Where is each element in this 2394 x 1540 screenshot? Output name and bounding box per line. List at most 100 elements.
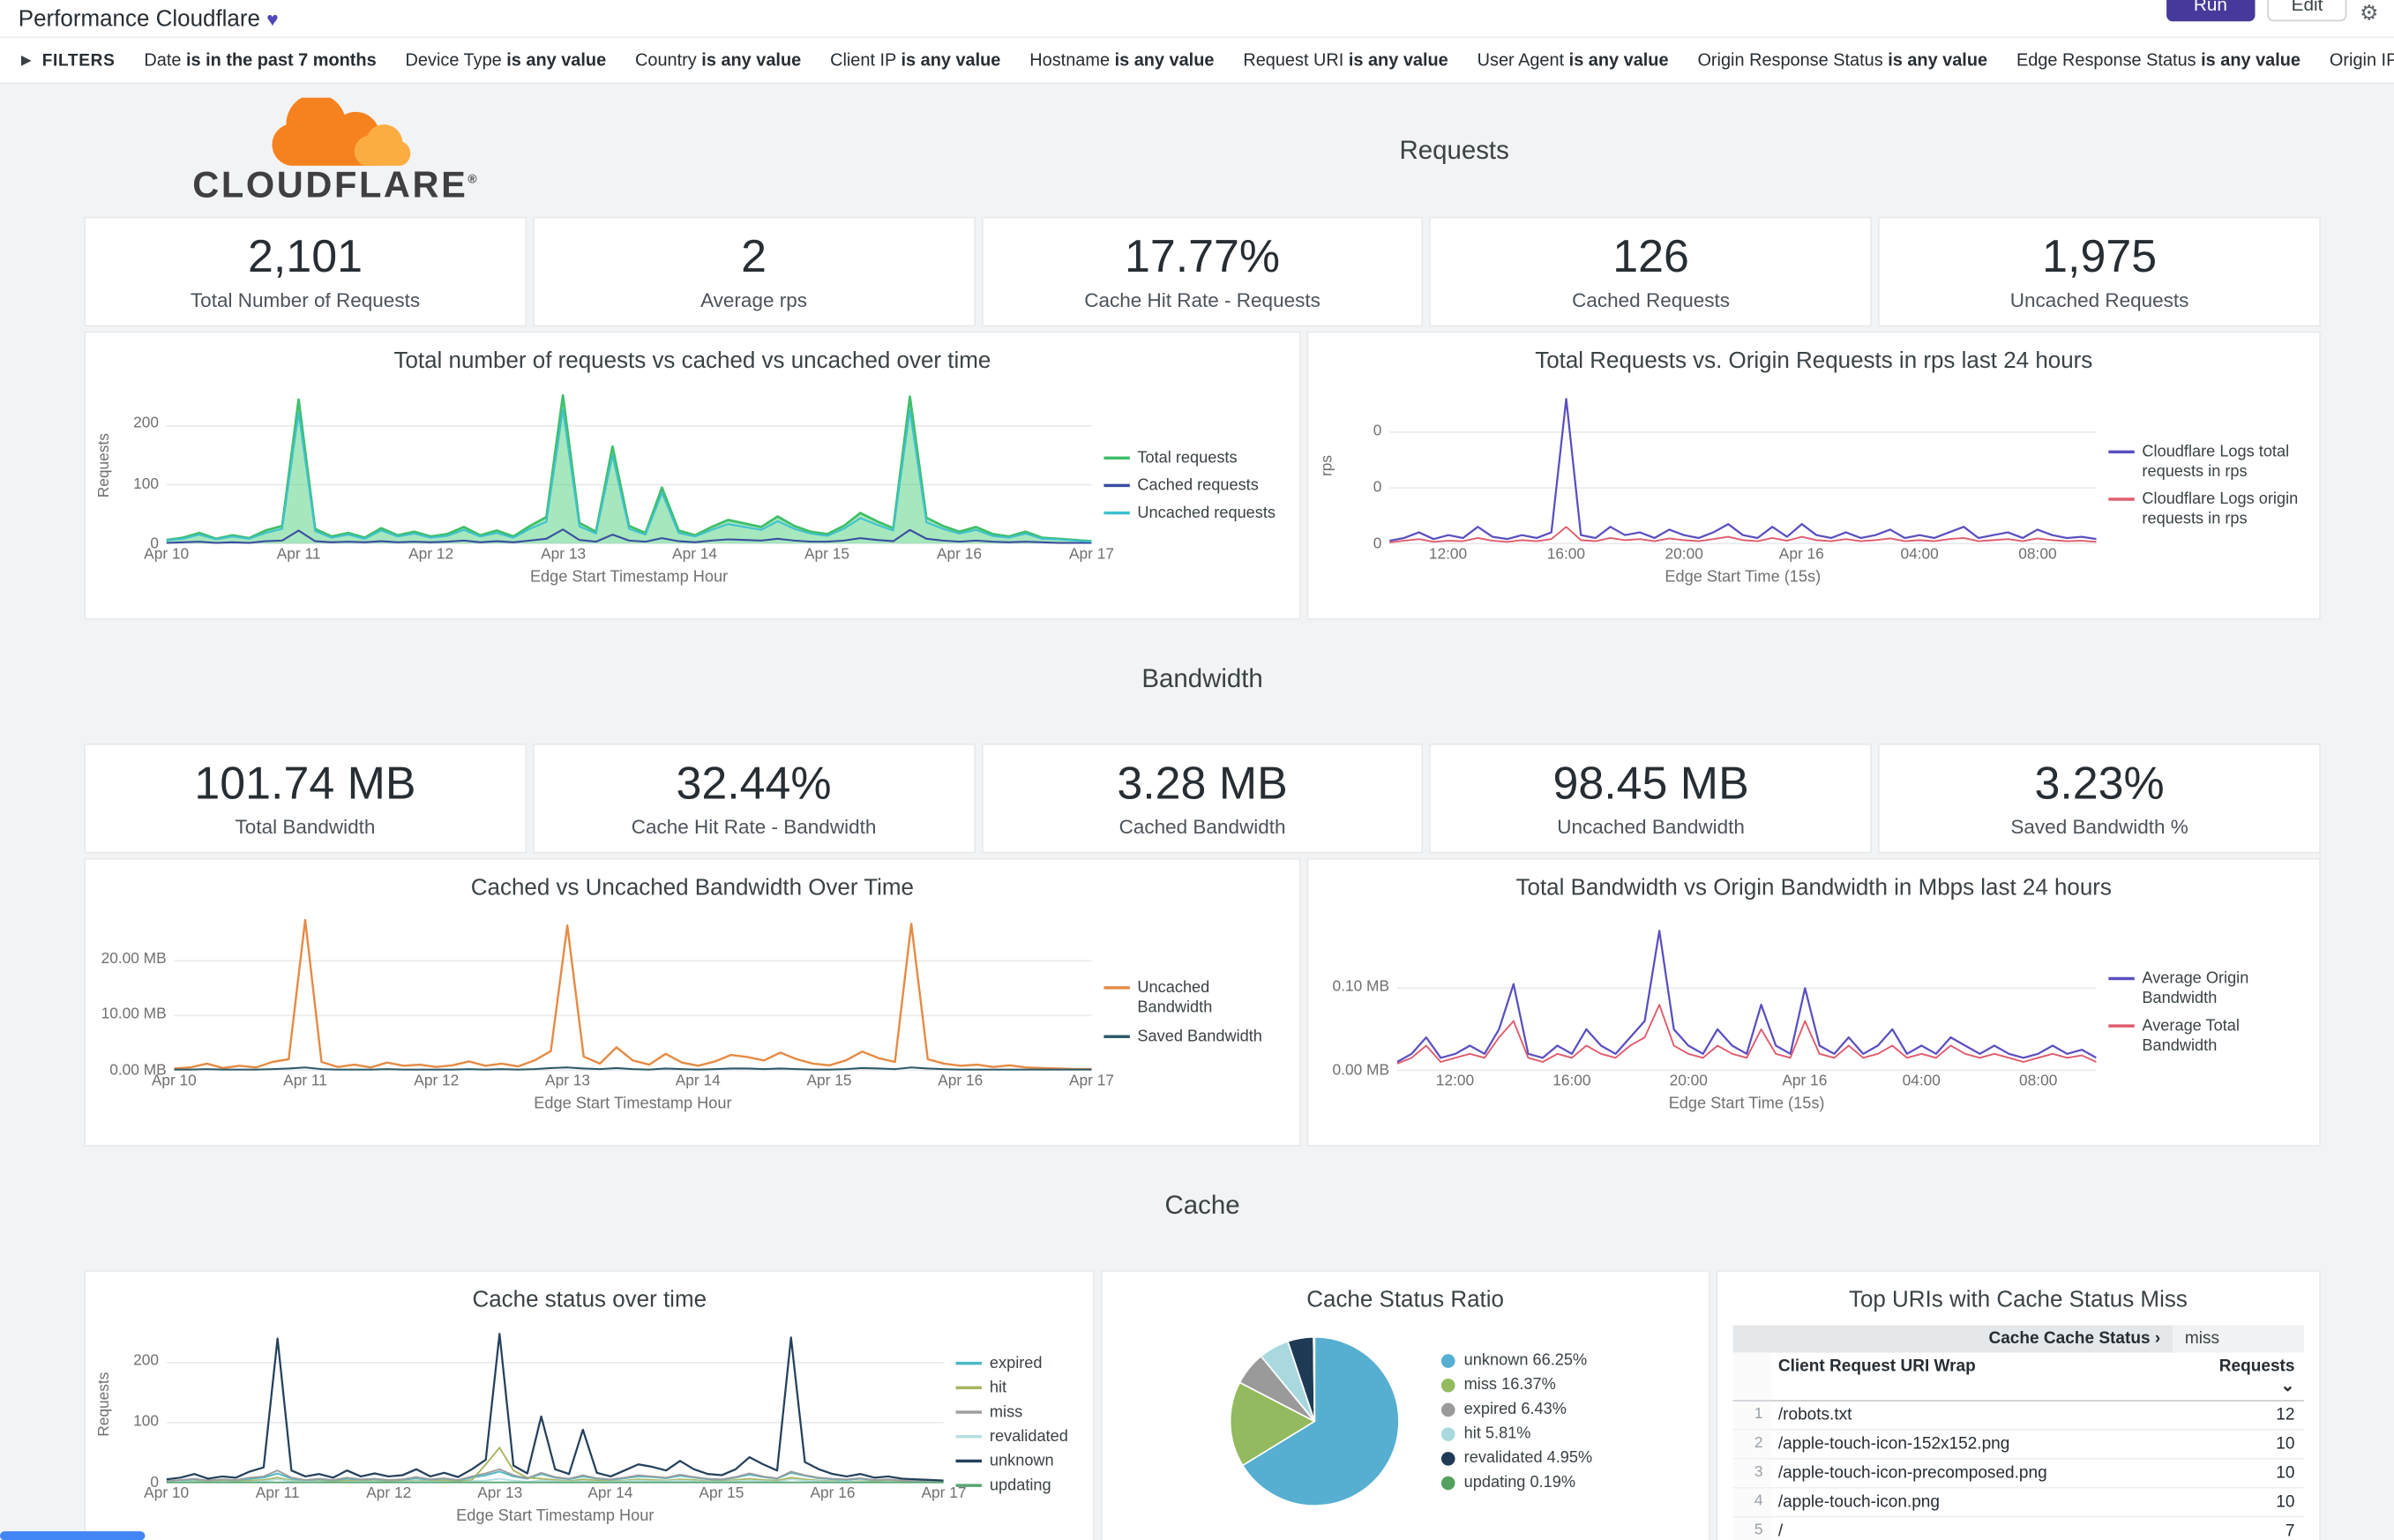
legend-swatch-icon — [1103, 456, 1130, 460]
section-title-requests: Requests — [1399, 136, 1509, 165]
legend-swatch-icon — [955, 1484, 983, 1488]
bandwidth-over-time-chart[interactable] — [174, 913, 1092, 1072]
legend-item-revalidated[interactable]: revalidated — [955, 1427, 1078, 1447]
legend-item-uncached-bandwidth[interactable]: Uncached Bandwidth — [1103, 979, 1283, 1019]
sort-caret-icon: ⌄ — [2280, 1377, 2295, 1396]
filter-chip-user-agent[interactable]: User Agent is any value — [1477, 50, 1669, 70]
panel-top-uris-cache-miss: Top URIs with Cache Status Miss Cache Ca… — [1715, 1270, 2321, 1540]
y-axis-ticks: 20.00 MB 10.00 MB 0.00 MB — [101, 951, 167, 1080]
kpi-total-requests[interactable]: 2,101 Total Number of Requests — [84, 216, 527, 327]
filter-chip-country[interactable]: Country is any value — [635, 50, 802, 70]
filter-chip-origin-ip[interactable]: Origin IP is any value — [2329, 50, 2394, 70]
kpi-saved-bandwidth-pct[interactable]: 3.23% Saved Bandwidth % — [1878, 743, 2321, 854]
pie-legend-hit[interactable]: hit 5.81% — [1440, 1424, 1592, 1443]
kpi-average-rps[interactable]: 2 Average rps — [532, 216, 976, 327]
legend-swatch-icon — [955, 1410, 983, 1414]
filter-chip-hostname[interactable]: Hostname is any value — [1029, 50, 1215, 70]
requests-column-header[interactable]: Requests ⌄ — [2218, 1357, 2295, 1396]
legend-item-origin-rps[interactable]: Cloudflare Logs origin requests in rps — [2108, 490, 2304, 530]
uri-column-header[interactable]: Client Request URI Wrap — [1777, 1357, 1976, 1376]
legend-swatch-icon — [1103, 986, 1130, 991]
run-button[interactable]: Run — [2166, 0, 2256, 22]
row-requests: 7 — [2285, 1521, 2295, 1540]
pie-legend-unknown[interactable]: unknown 66.25% — [1440, 1351, 1592, 1370]
kpi-cached-requests[interactable]: 126 Cached Requests — [1429, 216, 1873, 327]
requests-header-row: CLOUDFLARE® Requests — [84, 90, 2321, 212]
row-number: 2 — [1732, 1430, 1772, 1458]
legend-dot-icon — [1440, 1402, 1455, 1417]
legend-swatch-icon — [955, 1435, 983, 1439]
pie-legend-expired[interactable]: expired 6.43% — [1440, 1400, 1592, 1418]
legend-item-average-total-bandwidth[interactable]: Average Total Bandwidth — [2108, 1017, 2304, 1057]
kpi-value: 2,101 — [248, 232, 363, 283]
row-uri: /robots.txt — [1777, 1406, 1852, 1424]
row-uri: /apple-touch-icon.png — [1777, 1492, 1940, 1512]
table-row[interactable]: 5 / 7 — [1732, 1517, 2304, 1540]
rps-last-24h-chart[interactable] — [1389, 386, 2097, 545]
edit-button[interactable]: Edit — [2266, 0, 2348, 22]
pie-legend-revalidated[interactable]: revalidated 4.95% — [1440, 1449, 1592, 1467]
cache-status-ratio-pie-chart[interactable] — [1218, 1325, 1410, 1517]
kpi-value: 1,975 — [2042, 232, 2158, 283]
filter-chip-request-uri[interactable]: Request URI is any value — [1243, 50, 1448, 70]
legend-dot-icon — [1440, 1451, 1455, 1465]
legend-item-uncached-requests[interactable]: Uncached requests — [1103, 504, 1283, 524]
panel-cache-status-over-time: Cache status over time Requests 200 100 0 … — [84, 1270, 1096, 1540]
legend-item-hit[interactable]: hit — [955, 1379, 1078, 1399]
filters-toggle[interactable]: ▶ FILTERS — [21, 51, 115, 70]
kpi-cache-hit-rate-bandwidth[interactable]: 32.44% Cache Hit Rate - Bandwidth — [532, 743, 976, 854]
legend-item-miss[interactable]: miss — [955, 1402, 1078, 1423]
legend-item-total-rps[interactable]: Cloudflare Logs total requests in rps — [2108, 443, 2304, 482]
kpi-value: 3.23% — [2034, 759, 2165, 810]
chart-legend: Total requests Cached requests Uncached … — [1103, 386, 1283, 587]
legend-swatch-icon — [2108, 1024, 2135, 1028]
filter-chip-origin-response-status[interactable]: Origin Response Status is any value — [1697, 50, 1988, 70]
x-axis-label: Edge Start Timestamp Hour — [456, 1506, 655, 1526]
requests-over-time-chart[interactable] — [166, 386, 1092, 545]
legend-item-updating[interactable]: updating — [955, 1476, 1078, 1497]
panel-requests-over-time: Total number of requests vs cached vs un… — [84, 331, 1301, 620]
filter-chip-client-ip[interactable]: Client IP is any value — [830, 50, 1001, 70]
legend-item-average-origin-bandwidth[interactable]: Average Origin Bandwidth — [2108, 969, 2304, 1009]
filters-label: FILTERS — [41, 50, 116, 70]
table-row[interactable]: 3 /apple-touch-icon-precomposed.png 10 — [1732, 1459, 2304, 1489]
filter-chip-edge-response-status[interactable]: Edge Response Status is any value — [2016, 50, 2301, 70]
pivot-header-label[interactable]: Cache Cache Status › — [1732, 1325, 2173, 1353]
cache-status-over-time-chart[interactable] — [166, 1325, 944, 1484]
legend-item-cached-requests[interactable]: Cached requests — [1103, 476, 1283, 497]
top-uris-table: Cache Cache Status › miss Client Request… — [1732, 1325, 2304, 1540]
pie-legend-updating[interactable]: updating 0.19% — [1440, 1473, 1592, 1491]
kpi-cached-bandwidth[interactable]: 3.28 MB Cached Bandwidth — [981, 743, 1424, 854]
legend-item-unknown[interactable]: unknown — [955, 1452, 1078, 1472]
filter-chip-date[interactable]: Date is in the past 7 months — [144, 50, 377, 70]
bandwidth-last-24h-chart[interactable] — [1396, 913, 2097, 1072]
cloudflare-wordmark: CLOUDFLARE® — [192, 164, 480, 206]
table-row[interactable]: 2 /apple-touch-icon-152x152.png 10 — [1732, 1430, 2304, 1460]
kpi-value: 32.44% — [676, 759, 832, 810]
legend-item-expired[interactable]: expired — [955, 1354, 1078, 1374]
table-row[interactable]: 1 /robots.txt 12 — [1732, 1401, 2304, 1431]
kpi-total-bandwidth[interactable]: 101.74 MB Total Bandwidth — [84, 743, 527, 854]
row-number: 5 — [1732, 1517, 1772, 1540]
table-row[interactable]: 4 /apple-touch-icon.png 10 — [1732, 1488, 2304, 1518]
legend-item-total-requests[interactable]: Total requests — [1103, 449, 1283, 469]
kpi-cache-hit-rate-requests[interactable]: 17.77% Cache Hit Rate - Requests — [981, 216, 1424, 327]
pivot-caret-icon: › — [2154, 1329, 2161, 1349]
kpi-label: Saved Bandwidth % — [2010, 815, 2188, 839]
y-axis-label: rps — [1319, 454, 1336, 476]
kpi-uncached-bandwidth[interactable]: 98.45 MB Uncached Bandwidth — [1429, 743, 1873, 854]
requests-kpi-row: 2,101 Total Number of Requests 2 Average… — [84, 216, 2321, 327]
pie-legend-miss[interactable]: miss 16.37% — [1440, 1376, 1592, 1394]
filter-chip-device-type[interactable]: Device Type is any value — [405, 50, 607, 70]
x-axis-ticks: 12:00 16:00 20:00 Apr 16 04:00 08:00 — [1428, 546, 2057, 564]
horizontal-scrollbar-thumb[interactable] — [0, 1531, 146, 1540]
cache-row: Cache status over time Requests 200 100 0 … — [84, 1270, 2321, 1540]
legend-swatch-icon — [955, 1386, 983, 1389]
gear-icon[interactable]: ⚙ — [2359, 0, 2379, 25]
x-axis-ticks: Apr 10 Apr 11 Apr 12 Apr 13 Apr 14 Apr 15 Apr … — [151, 1073, 1115, 1090]
kpi-label: Average rps — [700, 288, 807, 312]
legend-item-saved-bandwidth[interactable]: Saved Bandwidth — [1103, 1027, 1283, 1047]
panel-bandwidth-over-time: Cached vs Uncached Bandwidth Over Time 2… — [84, 857, 1301, 1147]
kpi-uncached-requests[interactable]: 1,975 Uncached Requests — [1878, 216, 2321, 327]
